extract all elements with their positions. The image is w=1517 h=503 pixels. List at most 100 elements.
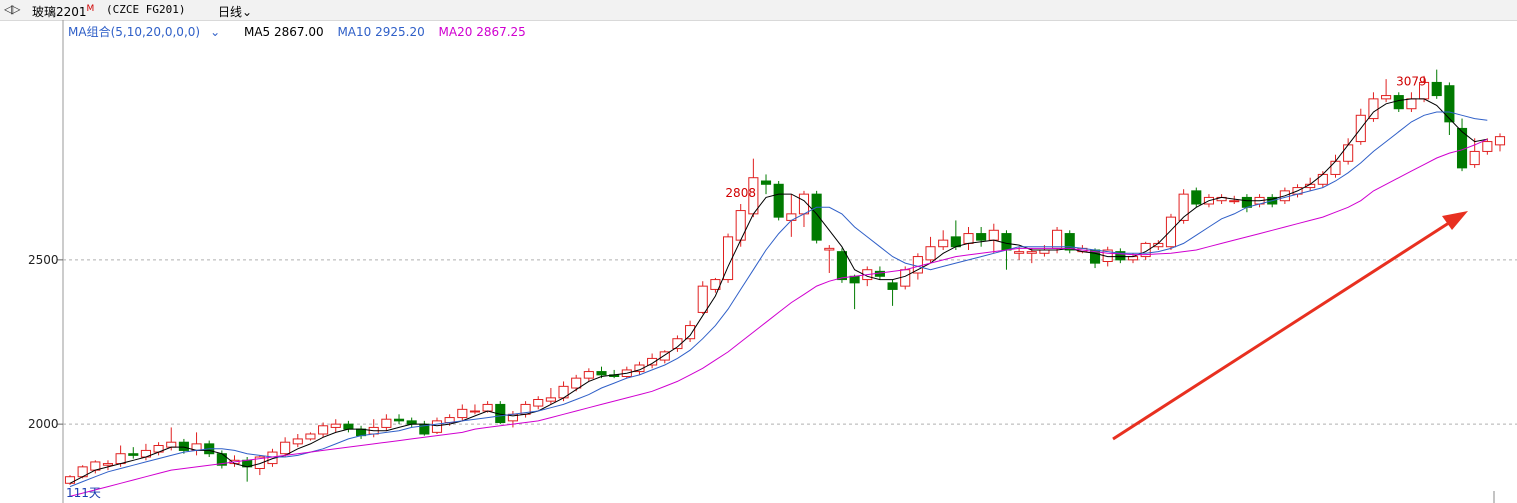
ma20-value: MA20 2867.25 (438, 25, 526, 39)
candle (406, 417, 417, 428)
candle-body (647, 357, 658, 366)
candle (1026, 248, 1037, 264)
candle-body (1381, 95, 1392, 100)
candle-body (1001, 233, 1012, 251)
candle-body (457, 408, 468, 419)
candle (697, 281, 708, 315)
candle (343, 420, 354, 433)
candle-body (431, 420, 443, 433)
candle-body (1165, 216, 1177, 248)
candle (191, 432, 202, 456)
prev-next-arrows-icon[interactable]: ◁▷ (4, 2, 21, 16)
candle-body (1494, 136, 1506, 146)
candle (1178, 189, 1189, 224)
candle-body (786, 213, 797, 221)
candle (292, 434, 303, 448)
candle-body (925, 246, 936, 261)
candle (1444, 82, 1455, 135)
candle (634, 361, 645, 375)
candle (685, 320, 696, 342)
candle (1381, 79, 1392, 103)
candle-body (1330, 160, 1341, 175)
y-tick-label: 2000 (28, 417, 59, 431)
ma20-line (69, 138, 1488, 497)
candle (1115, 248, 1126, 264)
candle (722, 233, 734, 283)
title-bar: ◁▷ 玻璃2201M (CZCE FG201) 日线⌄ (0, 0, 1517, 21)
candle (976, 227, 987, 247)
trend-arrowhead (1442, 211, 1468, 230)
candle-body (596, 371, 607, 376)
chevron-down-icon: ⌄ (210, 25, 221, 39)
candle-body (1229, 200, 1240, 203)
candle (495, 401, 506, 425)
candle-body (963, 233, 974, 244)
candle (849, 274, 860, 310)
candle-body (393, 418, 405, 422)
candle-body (343, 423, 354, 430)
candle (1494, 133, 1506, 152)
candle (393, 414, 405, 425)
ma5-value: MA5 2867.00 (243, 25, 324, 39)
candle-body (356, 428, 367, 437)
candle-body (672, 338, 683, 350)
candle (811, 190, 822, 244)
candle-body (836, 251, 848, 281)
candle-body (659, 351, 670, 361)
candle-body (1178, 193, 1189, 221)
main-contract-mark: M (86, 4, 95, 14)
candle-body (1191, 190, 1202, 205)
candle (1343, 138, 1354, 165)
candle (178, 438, 189, 454)
candle (571, 374, 582, 392)
candle (1368, 92, 1379, 122)
candle-body (849, 275, 860, 284)
candle (1355, 108, 1366, 145)
candle-body (824, 247, 835, 251)
candle (1482, 138, 1493, 155)
candle-body (976, 233, 987, 241)
ma10-line (69, 111, 1488, 488)
candle (128, 447, 139, 459)
candle (469, 404, 481, 415)
candle-body (988, 229, 999, 241)
candle-body (166, 441, 177, 448)
candle-body (900, 269, 911, 287)
trend-arrow (1112, 217, 1456, 441)
candle (1014, 246, 1025, 260)
contract-symbol[interactable]: 玻璃2201M (32, 3, 94, 20)
candlestick-chart[interactable]: 2000 2500 2808 3079 (0, 20, 1517, 503)
candle (1165, 213, 1177, 250)
candle-body (1393, 95, 1404, 110)
day-count: 111天 (66, 486, 101, 500)
ma5-line (69, 98, 1488, 484)
candle-body (292, 438, 303, 445)
candle-body (1014, 251, 1025, 254)
candle (963, 227, 974, 250)
candle-body (1026, 251, 1037, 254)
candle (305, 432, 316, 441)
candle-body (1064, 233, 1075, 251)
candle (381, 414, 392, 431)
candle (356, 425, 367, 439)
chevron-down-icon: ⌄ (242, 5, 253, 19)
candle (836, 248, 848, 283)
candle-body (583, 371, 594, 379)
period-selector[interactable]: 日线⌄ (218, 3, 252, 20)
candle (938, 230, 949, 250)
candle (786, 194, 797, 237)
candle (1216, 194, 1227, 204)
candle (419, 420, 430, 436)
candle (330, 419, 341, 433)
candle (647, 353, 658, 369)
ma-combo-selector[interactable]: MA组合(5,10,20,0,0,0) ⌄ (68, 25, 230, 39)
candle-body (64, 476, 76, 484)
candle (1191, 187, 1202, 208)
candle (659, 350, 670, 364)
candle (102, 460, 114, 471)
y-axis-labels: 2000 2500 (28, 253, 63, 431)
candle (1140, 241, 1151, 260)
candle-body (760, 180, 772, 185)
candle (1229, 195, 1240, 204)
candle (1406, 92, 1417, 112)
